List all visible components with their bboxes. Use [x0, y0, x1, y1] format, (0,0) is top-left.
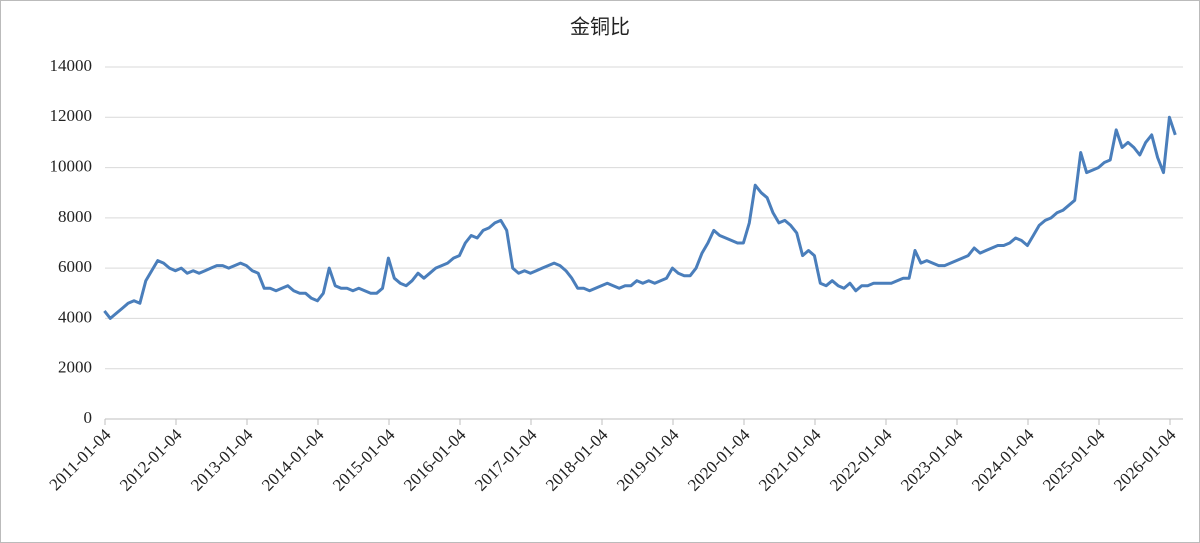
y-tick-label: 8000 — [58, 207, 92, 226]
y-tick-label: 14000 — [50, 56, 93, 75]
y-tick-label: 2000 — [58, 358, 92, 377]
y-tick-label: 6000 — [58, 257, 92, 276]
y-tick-label: 0 — [84, 408, 93, 427]
series-line — [103, 115, 1177, 320]
chart-title: 金铜比 — [570, 15, 630, 39]
y-tick-label: 10000 — [50, 156, 93, 175]
y-tick-label: 4000 — [58, 307, 92, 326]
y-tick-label: 12000 — [50, 106, 93, 125]
